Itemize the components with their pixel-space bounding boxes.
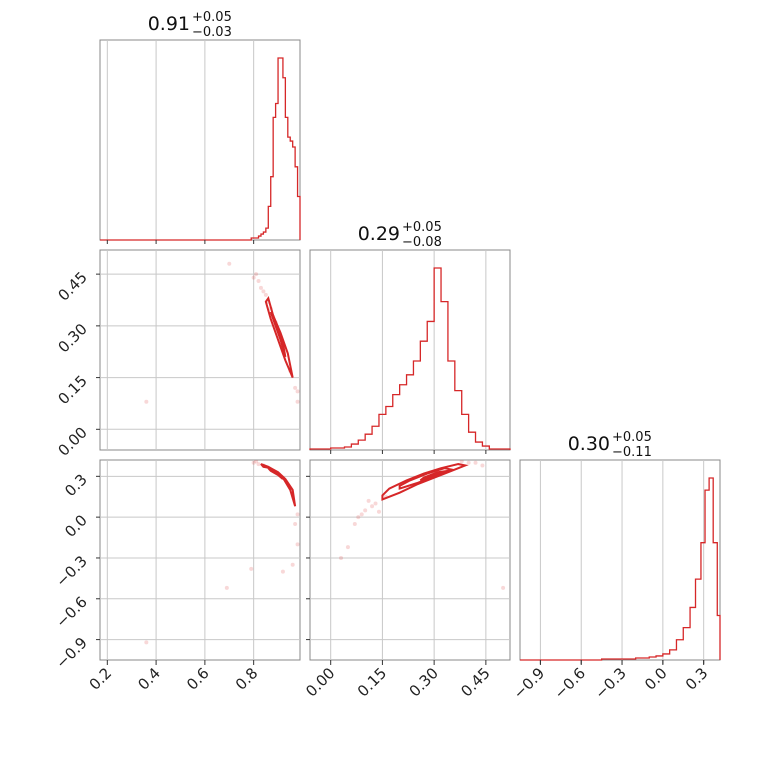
- sample-point: [263, 292, 268, 297]
- histogram-panel-p1: 0.91 +0.05−0.03: [99, 10, 301, 244]
- sample-point: [295, 399, 300, 404]
- sample-point: [366, 498, 371, 503]
- histogram-step-p1: [100, 57, 301, 241]
- y-tick-label-p3: −0.3: [52, 552, 90, 590]
- density-contour: [381, 463, 469, 501]
- x-tick-label-p1: 0.2: [86, 664, 116, 694]
- sample-point: [473, 460, 478, 465]
- x-tick-label-p3: −0.9: [510, 664, 548, 702]
- sample-point: [293, 521, 298, 526]
- x-tick-label-p3: 0.3: [682, 664, 712, 694]
- y-tick-label-p3: 0.0: [61, 511, 91, 541]
- x-tick-label-p2: 0.00: [302, 664, 338, 700]
- y-tick-label-p2: 0.45: [54, 268, 90, 304]
- param-title-median-p2: 0.29: [358, 223, 400, 245]
- x-tick-label-p1: 0.8: [232, 664, 262, 694]
- y-tick-label-p3: −0.9: [52, 634, 90, 672]
- y-tick-label-p2: 0.30: [54, 320, 90, 356]
- param-title-lower-p2: −0.08: [402, 235, 442, 250]
- sample-point: [261, 289, 266, 294]
- sample-point: [251, 460, 256, 465]
- param-title-lower-p1: −0.03: [192, 25, 232, 40]
- panel-frame: [99, 459, 301, 661]
- sample-point: [295, 542, 300, 547]
- y-tick-label-p2: 0.00: [54, 423, 90, 459]
- sample-point: [356, 515, 361, 520]
- sample-point: [345, 545, 350, 550]
- sample-point: [373, 501, 378, 506]
- sample-point: [359, 512, 364, 517]
- x-tick-label-p2: 0.15: [354, 664, 390, 700]
- y-tick-label-p3: −0.6: [52, 593, 90, 631]
- sample-point: [227, 261, 232, 266]
- param-title-lower-p3: −0.11: [612, 445, 652, 460]
- x-tick-label-p2: 0.45: [457, 664, 493, 700]
- sample-point: [295, 389, 300, 394]
- panel-frame: [519, 459, 721, 661]
- histogram-step-p3: [520, 477, 721, 661]
- density-contour: [267, 467, 284, 480]
- y-tick-label-p3: 0.3: [61, 470, 91, 500]
- param-title-upper-p2: +0.05: [402, 220, 442, 235]
- sample-point: [501, 585, 506, 590]
- x-tick-label-p1: 0.4: [134, 664, 164, 694]
- y-tick-label-p2: 0.15: [54, 372, 90, 408]
- panel-frame: [309, 249, 511, 451]
- panel-frame: [309, 459, 511, 661]
- sample-point: [144, 399, 149, 404]
- scatter-panel-p2-p3: [309, 459, 511, 661]
- histogram-step-p2: [309, 267, 511, 450]
- sample-point: [256, 462, 261, 467]
- sample-point: [295, 512, 300, 517]
- x-tick-label-p3: 0.0: [641, 664, 671, 694]
- sample-point: [376, 509, 381, 514]
- panel-frame: [99, 249, 301, 451]
- param-title-median-p1: 0.91: [148, 13, 190, 35]
- density-contour: [398, 467, 455, 490]
- sample-point: [254, 272, 259, 277]
- sample-point: [249, 566, 254, 571]
- sample-point: [352, 521, 357, 526]
- sample-point: [466, 460, 471, 465]
- sample-point: [144, 640, 149, 645]
- scatter-panel-p1-p2: [99, 249, 301, 451]
- param-title-median-p3: 0.30: [568, 433, 610, 455]
- param-title-upper-p3: +0.05: [612, 430, 652, 445]
- sample-point: [339, 555, 344, 560]
- density-contour: [419, 469, 449, 482]
- sample-point: [256, 279, 261, 284]
- x-tick-label-p1: 0.6: [183, 664, 213, 694]
- x-tick-label-p2: 0.30: [406, 664, 442, 700]
- sample-point: [224, 585, 229, 590]
- sample-point: [363, 508, 368, 513]
- density-contour: [260, 463, 297, 507]
- sample-point: [290, 562, 295, 567]
- x-tick-label-p3: −0.6: [551, 664, 589, 702]
- density-contour: [264, 295, 294, 378]
- sample-point: [251, 275, 256, 280]
- sample-point: [459, 460, 464, 464]
- x-tick-label-p3: −0.3: [591, 664, 629, 702]
- panel-frame: [99, 39, 301, 241]
- density-contour: [269, 311, 287, 358]
- histogram-panel-p2: 0.29 +0.05−0.08: [309, 220, 511, 454]
- sample-point: [254, 460, 259, 464]
- histogram-panel-p3: 0.30 +0.05−0.11: [519, 430, 721, 664]
- sample-point: [370, 504, 375, 509]
- sample-point: [258, 285, 263, 290]
- sample-point: [293, 385, 298, 390]
- param-title-upper-p1: +0.05: [192, 10, 232, 25]
- sample-point: [280, 569, 285, 574]
- scatter-panel-p1-p3: [99, 459, 301, 661]
- sample-point: [480, 463, 485, 468]
